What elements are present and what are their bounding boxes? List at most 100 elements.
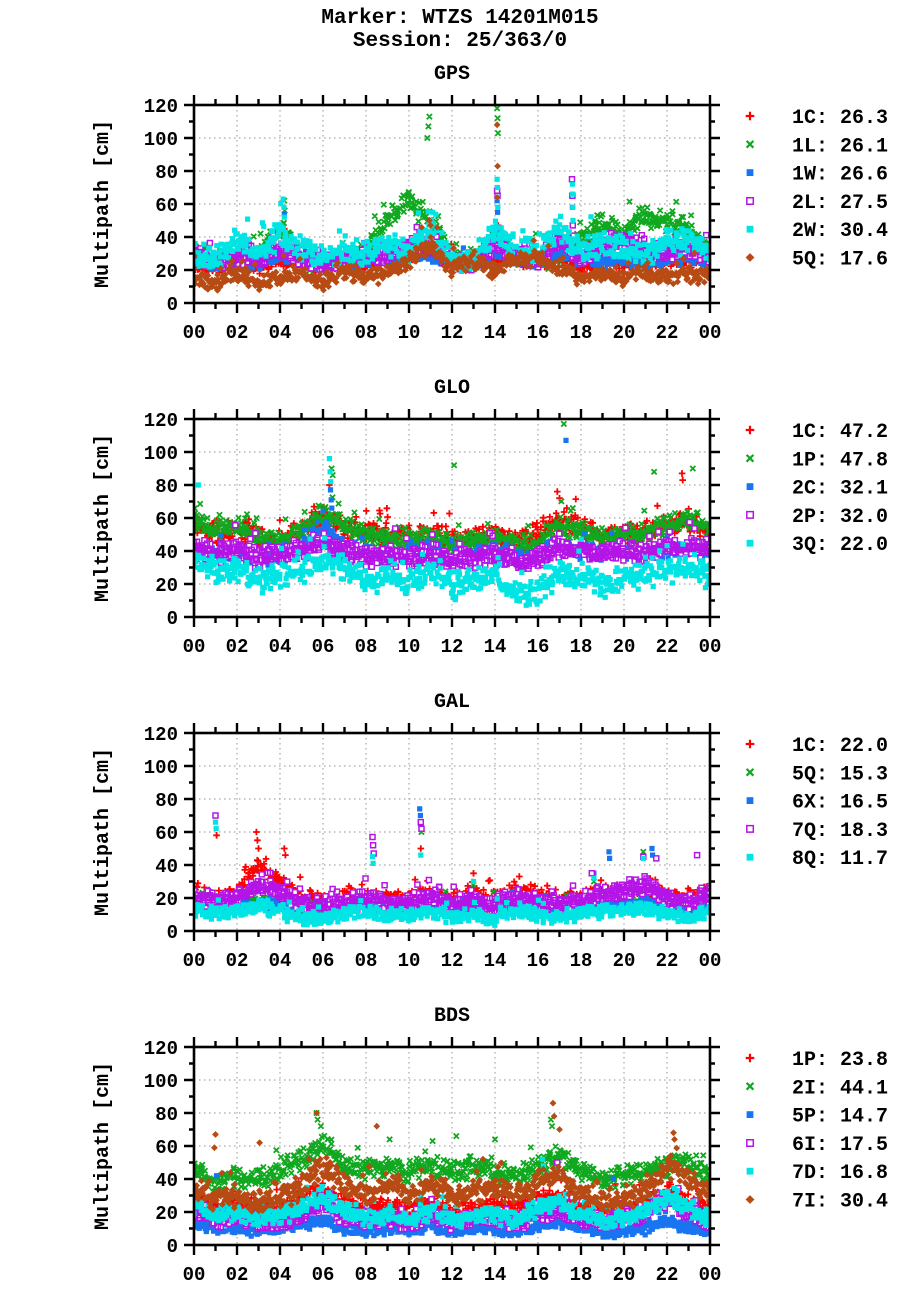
- legend-label: 7I: 30.4: [792, 1191, 888, 1214]
- legend-label: 2L: 27.5: [792, 192, 888, 215]
- osquare-marker-icon: [746, 510, 755, 519]
- x-tick-label: 08: [355, 1264, 378, 1286]
- legend-label: 2P: 32.0: [792, 506, 888, 529]
- legend-label: 3Q: 22.0: [792, 534, 888, 557]
- x-tick-label: 12: [441, 950, 464, 972]
- x-tick-label: 00: [699, 322, 722, 344]
- legend-label: 5Q: 15.3: [792, 763, 888, 786]
- marker-title: Marker: WTZS 14201M015: [321, 7, 599, 30]
- legend-entry-2I: 2I: 44.1: [745, 1077, 888, 1100]
- series-points-2P: [194, 518, 710, 572]
- legend-label: 7D: 16.8: [792, 1162, 888, 1185]
- plot-header: Marker: WTZS 14201M015 Session: 25/363/0: [0, 7, 920, 53]
- x-tick-label: 06: [312, 1264, 335, 1286]
- y-tick-label: 40: [155, 228, 178, 250]
- y-axis-label: Multipath [cm]: [92, 748, 115, 916]
- x-tick-label: 06: [312, 322, 335, 344]
- y-axis-label: Multipath [cm]: [92, 434, 115, 602]
- panel-title: GAL: [434, 691, 470, 714]
- plus-marker-icon: [745, 739, 755, 749]
- y-tick-label: 80: [155, 476, 178, 498]
- plot-area: [194, 806, 710, 928]
- x-tick-label: 10: [398, 1264, 421, 1286]
- x-tick-label: 20: [613, 1264, 636, 1286]
- x-tick-label: 14: [484, 636, 507, 658]
- legend-label: 2W: 30.4: [792, 220, 888, 243]
- square-marker-icon: [746, 1167, 754, 1175]
- square-marker-icon: [746, 483, 754, 490]
- x-tick-label: 06: [312, 950, 335, 972]
- y-tick-label: 100: [144, 443, 178, 465]
- plot-area: [194, 1099, 710, 1241]
- chart-panel-gal: 0 20 40 60 80 100 120 00 02 04 06 08 10 12 14 16 18 20 22 0…: [92, 691, 888, 972]
- y-tick-label: 120: [144, 1038, 178, 1060]
- y-tick-label: 60: [155, 509, 178, 531]
- x-tick-label: 00: [183, 636, 206, 658]
- x-tick-label: 02: [226, 950, 249, 972]
- legend-entry-1W: 1W: 26.6: [746, 164, 888, 187]
- y-tick-label: 100: [144, 129, 178, 151]
- x-tick-label: 00: [699, 1264, 722, 1286]
- series-points-8Q: [194, 819, 710, 928]
- x-tick-label: 16: [527, 950, 550, 972]
- y-tick-label: 60: [155, 1137, 178, 1159]
- osquare-marker-icon: [746, 196, 755, 205]
- legend-label: 2I: 44.1: [792, 1077, 888, 1100]
- x-tick-label: 08: [355, 950, 378, 972]
- x-tick-label: 10: [398, 950, 421, 972]
- chart-panel-glo: 0 20 40 60 80 100 120 00 02 04 06 08 10 12 14 16 18 20 22 0…: [92, 377, 888, 658]
- cross-marker-icon: [745, 140, 755, 149]
- y-tick-label: 100: [144, 757, 178, 779]
- y-axis-label: Multipath [cm]: [92, 1062, 115, 1230]
- x-tick-label: 12: [441, 1264, 464, 1286]
- legend-label: 8Q: 11.7: [792, 848, 888, 871]
- legend-label: 1L: 26.1: [792, 135, 888, 158]
- square-marker-icon: [746, 225, 754, 233]
- x-tick-label: 02: [226, 322, 249, 344]
- y-tick-label: 20: [155, 575, 178, 597]
- square-marker-icon: [746, 853, 754, 861]
- plus-marker-icon: [745, 425, 755, 435]
- x-tick-label: 20: [613, 636, 636, 658]
- legend-label: 7Q: 18.3: [792, 820, 888, 843]
- x-tick-label: 18: [570, 1264, 593, 1286]
- axis-ticks: [184, 95, 720, 313]
- legend-label: 5P: 14.7: [792, 1106, 888, 1129]
- y-tick-label: 60: [155, 195, 178, 217]
- panel-title: GPS: [434, 63, 470, 86]
- legend-label: 1P: 47.8: [792, 449, 888, 472]
- axis-ticks: [184, 409, 720, 627]
- y-tick-label: 20: [155, 261, 178, 283]
- plot-frame: [192, 731, 712, 933]
- legend-entry-1L: 1L: 26.1: [745, 135, 888, 158]
- legend-entry-1C: 1C: 26.3: [745, 107, 888, 130]
- legend-entry-2L: 2L: 27.5: [746, 192, 888, 215]
- y-axis-label: Multipath [cm]: [92, 120, 115, 288]
- y-tick-label: 60: [155, 823, 178, 845]
- legend-entry-7I: 7I: 30.4: [745, 1191, 888, 1214]
- y-tick-label: 120: [144, 724, 178, 746]
- x-tick-label: 18: [570, 636, 593, 658]
- legend-entry-1P: 1P: 23.8: [745, 1049, 888, 1072]
- plus-marker-icon: [745, 111, 755, 121]
- square-marker-icon: [746, 1111, 754, 1118]
- plot-frame: [192, 103, 712, 305]
- x-tick-label: 08: [355, 636, 378, 658]
- y-tick-label: 0: [167, 294, 178, 316]
- legend-label: 1C: 26.3: [792, 107, 888, 130]
- y-tick-label: 100: [144, 1071, 178, 1093]
- x-tick-label: 10: [398, 636, 421, 658]
- legend-label: 6I: 17.5: [792, 1134, 888, 1157]
- legend-label: 1C: 22.0: [792, 735, 888, 758]
- y-tick-label: 20: [155, 1203, 178, 1225]
- legend-entry-2P: 2P: 32.0: [746, 506, 888, 529]
- legend-label: 1P: 23.8: [792, 1049, 888, 1072]
- legend-entry-5Q: 5Q: 17.6: [745, 249, 888, 272]
- x-tick-label: 04: [269, 950, 292, 972]
- x-tick-label: 22: [656, 636, 679, 658]
- legend-entry-1P: 1P: 47.8: [745, 449, 888, 472]
- panel-title: BDS: [434, 1005, 470, 1028]
- series-points-2W: [194, 176, 710, 274]
- x-tick-label: 22: [656, 1264, 679, 1286]
- y-tick-label: 80: [155, 1104, 178, 1126]
